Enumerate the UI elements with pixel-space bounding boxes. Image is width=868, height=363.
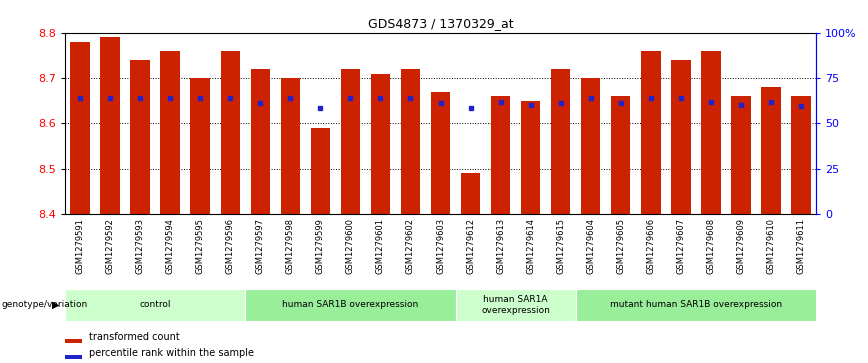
Bar [161, 51, 180, 214]
Bar [371, 73, 391, 214]
Bar [761, 87, 780, 214]
Text: GSM1279594: GSM1279594 [166, 218, 174, 274]
Bar [456, 289, 575, 321]
Text: GSM1279613: GSM1279613 [496, 218, 505, 274]
Text: GSM1279604: GSM1279604 [586, 218, 595, 274]
Bar [490, 96, 510, 214]
Text: control: control [140, 301, 171, 309]
Bar [521, 101, 541, 214]
Bar [65, 289, 246, 321]
Text: GSM1279595: GSM1279595 [196, 218, 205, 274]
Bar [190, 78, 210, 214]
Bar [280, 78, 300, 214]
Text: transformed count: transformed count [89, 332, 180, 342]
Bar [101, 37, 120, 214]
Text: GSM1279592: GSM1279592 [106, 218, 115, 274]
Text: GSM1279596: GSM1279596 [226, 218, 234, 274]
Text: GSM1279599: GSM1279599 [316, 218, 325, 274]
Text: genotype/variation: genotype/variation [2, 301, 88, 309]
Text: GSM1279602: GSM1279602 [406, 218, 415, 274]
Text: GSM1279615: GSM1279615 [556, 218, 565, 274]
Text: GSM1279606: GSM1279606 [647, 218, 655, 274]
Text: GSM1279598: GSM1279598 [286, 218, 295, 274]
Bar [611, 96, 630, 214]
Bar [401, 69, 420, 214]
Text: ▶: ▶ [51, 300, 59, 310]
Bar [65, 339, 82, 343]
Bar [641, 51, 661, 214]
Text: GSM1279591: GSM1279591 [76, 218, 84, 274]
Bar [340, 69, 360, 214]
Text: GSM1279610: GSM1279610 [766, 218, 775, 274]
Text: GSM1279608: GSM1279608 [707, 218, 715, 274]
Text: GSM1279601: GSM1279601 [376, 218, 385, 274]
Bar [671, 60, 691, 214]
Text: GSM1279600: GSM1279600 [346, 218, 355, 274]
Bar [551, 69, 570, 214]
Text: GSM1279607: GSM1279607 [676, 218, 685, 274]
Title: GDS4873 / 1370329_at: GDS4873 / 1370329_at [368, 17, 513, 30]
Text: GSM1279603: GSM1279603 [436, 218, 445, 274]
Text: GSM1279614: GSM1279614 [526, 218, 535, 274]
Text: GSM1279605: GSM1279605 [616, 218, 625, 274]
Text: percentile rank within the sample: percentile rank within the sample [89, 348, 253, 358]
Bar [731, 96, 751, 214]
Bar [65, 355, 82, 359]
Bar [220, 51, 240, 214]
Text: GSM1279612: GSM1279612 [466, 218, 475, 274]
Text: GSM1279593: GSM1279593 [135, 218, 145, 274]
Bar [431, 92, 450, 214]
Bar [581, 78, 601, 214]
Text: GSM1279611: GSM1279611 [797, 218, 806, 274]
Bar [251, 69, 270, 214]
Bar [311, 128, 330, 214]
Bar [791, 96, 811, 214]
Bar [701, 51, 720, 214]
Bar [130, 60, 150, 214]
Bar [461, 174, 480, 214]
Text: GSM1279597: GSM1279597 [256, 218, 265, 274]
Bar [575, 289, 816, 321]
Text: GSM1279609: GSM1279609 [736, 218, 746, 274]
Text: human SAR1A
overexpression: human SAR1A overexpression [481, 295, 550, 315]
Bar [246, 289, 456, 321]
Text: mutant human SAR1B overexpression: mutant human SAR1B overexpression [609, 301, 782, 309]
Bar [70, 42, 90, 214]
Text: human SAR1B overexpression: human SAR1B overexpression [282, 301, 418, 309]
